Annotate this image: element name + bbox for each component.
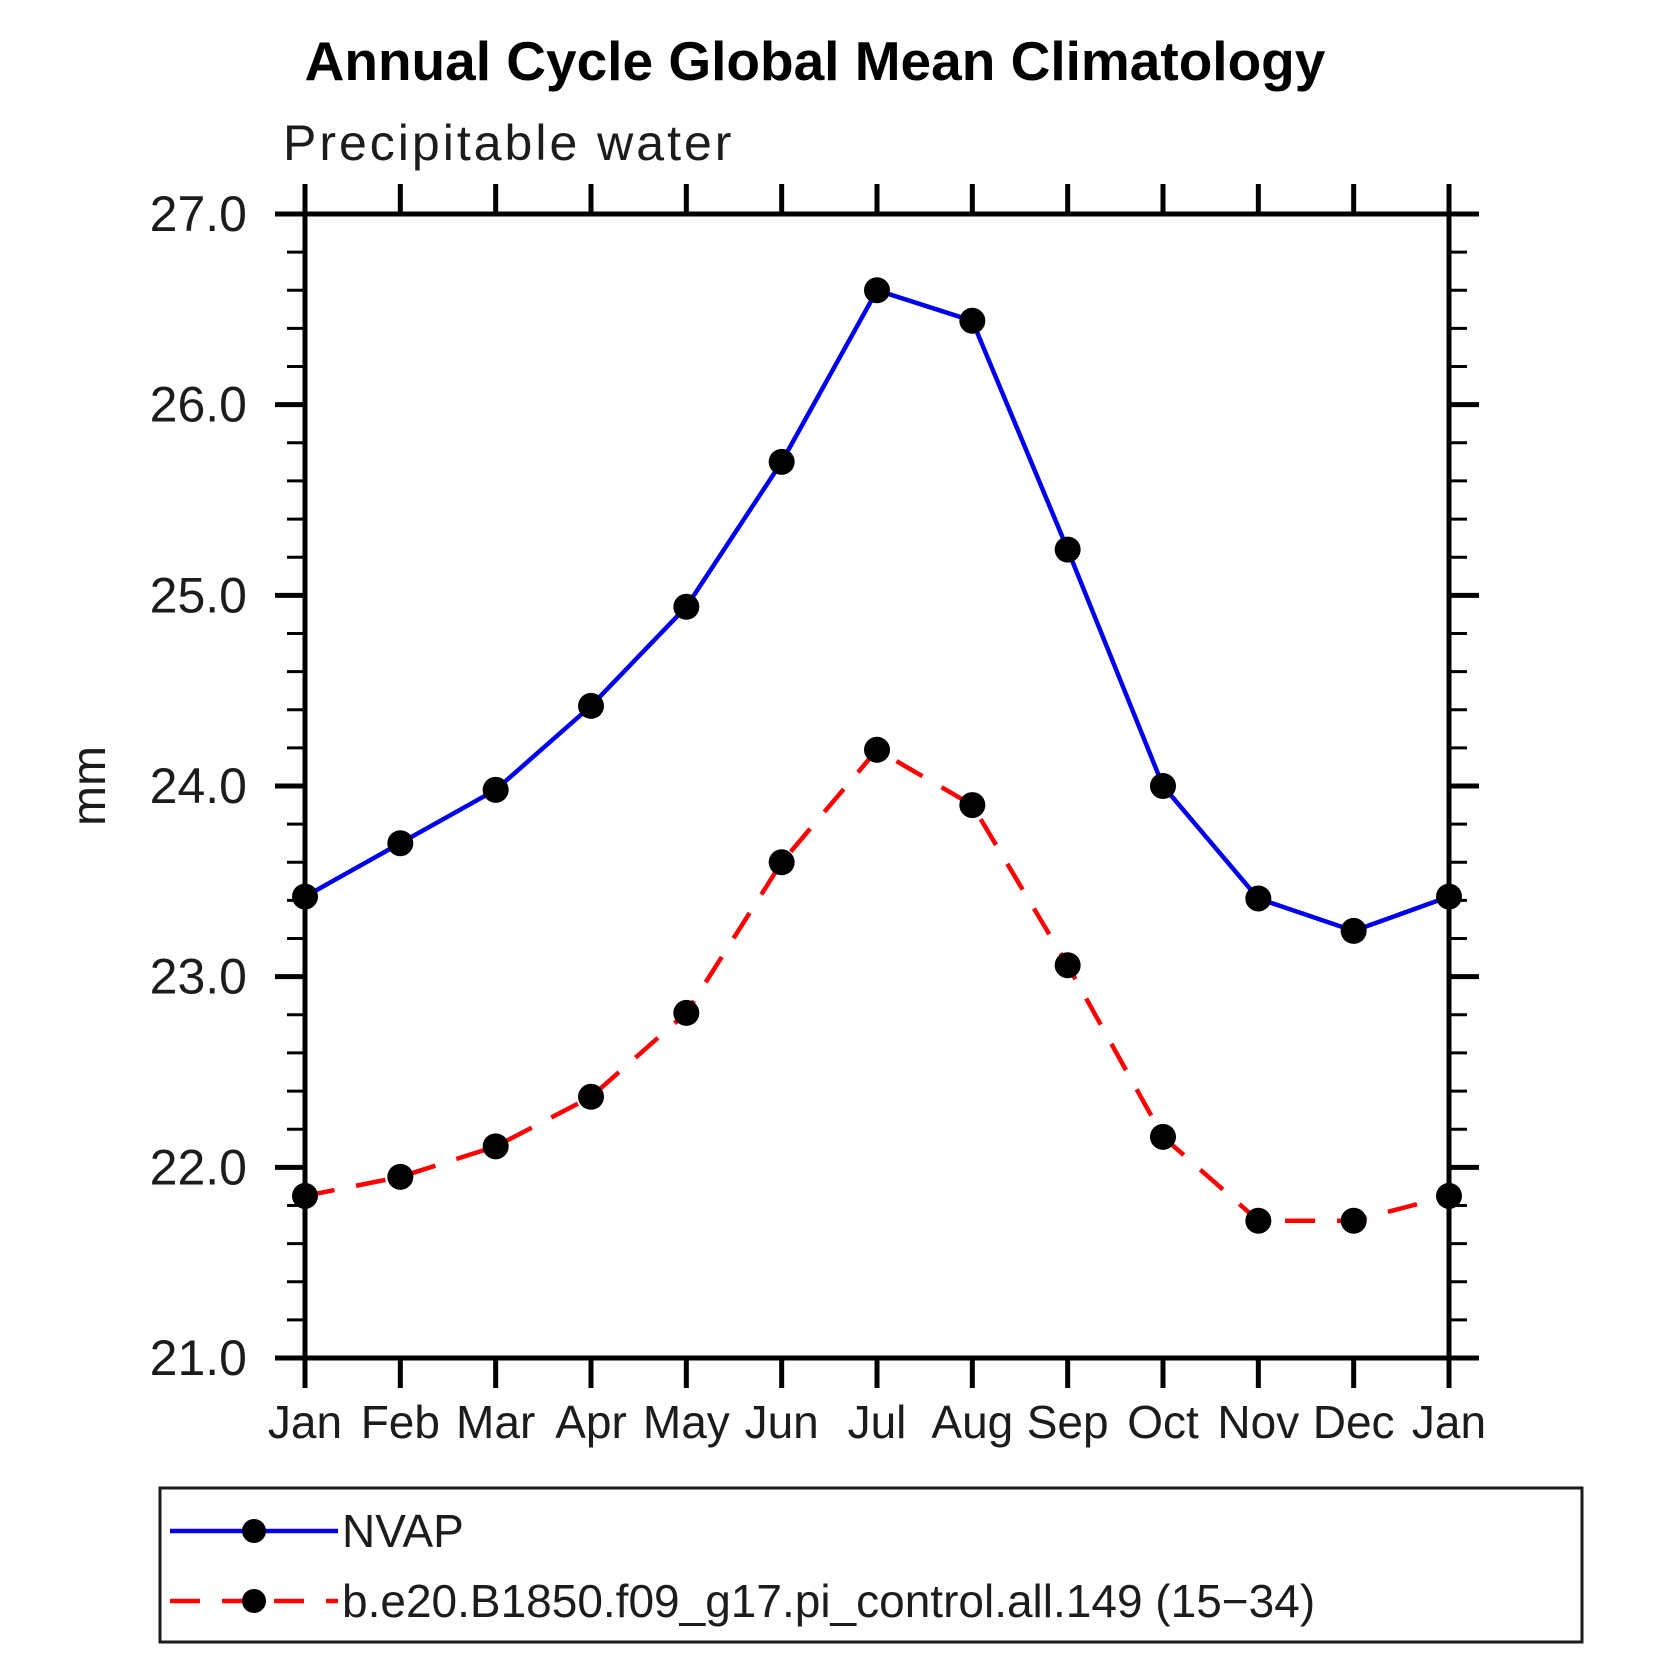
data-point [768,448,795,475]
data-point [959,792,986,819]
x-tick-label: Dec [1313,1396,1395,1448]
y-tick-label: 25.0 [150,567,247,623]
x-tick-label: Jul [848,1396,907,1448]
data-point [482,1133,509,1160]
y-tick-label: 26.0 [150,377,247,433]
data-point [387,830,414,857]
data-series [292,277,1462,1234]
x-tick-label: Apr [555,1396,627,1448]
x-tick-label: Jun [745,1396,819,1448]
data-point [482,776,509,803]
x-tick-label: Jan [268,1396,342,1448]
data-point [1054,952,1081,979]
x-tick-label: Aug [931,1396,1013,1448]
data-point [768,849,795,876]
x-tick-labels: Jan Feb Mar Apr May Jun Jul Aug Sep Oct Nov Dec Jan [268,1396,1486,1448]
x-tick-label: Nov [1217,1396,1299,1448]
legend: NVAP b.e20.B1850.f09_g17.pi_control.all.1… [158,1486,1584,1644]
data-point [1150,1123,1176,1150]
y-tick-label: 23.0 [150,949,247,1005]
legend-box [158,1486,1584,1644]
x-tick-label: Sep [1027,1396,1109,1448]
y-tick-label: 24.0 [150,758,247,814]
data-point [864,736,890,763]
data-point [1245,885,1272,912]
chart-subtitle: Precipitable water [283,115,734,171]
plot-frame [302,211,1452,1361]
y-tick-label: 27.0 [150,186,247,242]
data-point [1340,1207,1367,1234]
legend-marker [242,1519,266,1543]
data-point [1150,773,1176,799]
y-tick-labels: 21.0 22.0 23.0 24.0 25.0 26.0 27.0 [150,186,247,1386]
data-point [673,999,700,1026]
data-point [578,692,604,719]
series-line-1 [304,746,1450,1223]
legend-marker [242,1589,266,1613]
x-tick-label: May [643,1396,730,1448]
data-point [387,1163,414,1190]
data-point [1054,536,1081,563]
y-tick-label: 22.0 [150,1139,247,1195]
data-point [673,593,700,620]
legend-label: b.e20.B1850.f09_g17.pi_control.all.149 (… [342,1575,1315,1627]
data-point [959,307,986,334]
x-tick-label: Oct [1127,1396,1199,1448]
axis-ticks [275,184,1479,1388]
y-tick-label: 21.0 [150,1330,247,1386]
data-point [1340,917,1367,944]
x-tick-label: Jan [1412,1396,1486,1448]
data-point [578,1083,604,1110]
data-point [1245,1207,1272,1234]
chart-title: Annual Cycle Global Mean Climatology [305,30,1326,92]
y-axis-label: mm [63,746,116,826]
legend-label: NVAP [342,1505,464,1557]
series-line-0 [303,287,1450,934]
x-tick-label: Feb [361,1396,440,1448]
x-tick-label: Mar [456,1396,535,1448]
data-point [864,277,890,304]
